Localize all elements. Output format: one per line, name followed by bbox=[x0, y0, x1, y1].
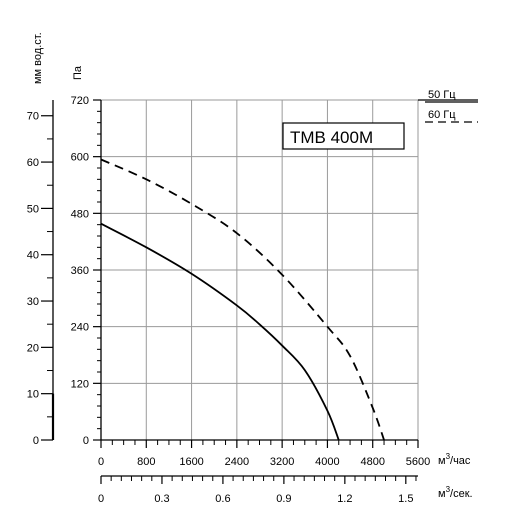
y-tick-label: 480 bbox=[71, 208, 89, 220]
y2-tick-label: 70 bbox=[27, 111, 39, 123]
grid bbox=[101, 99, 419, 440]
model-label-box: TMB 400M bbox=[282, 122, 405, 150]
y2-tick-label: 60 bbox=[27, 157, 39, 169]
y-tick-label: 720 bbox=[71, 95, 89, 107]
x-tick-label: 800 bbox=[137, 456, 155, 468]
y-tick-label: 240 bbox=[71, 322, 89, 334]
y-tick-label: 0 bbox=[83, 435, 89, 447]
y-axis-label: Па bbox=[72, 65, 84, 80]
y2-tick-label: 30 bbox=[27, 296, 39, 308]
x2-tick-label: 1.2 bbox=[337, 493, 352, 505]
chart-title: TMB 400M bbox=[290, 128, 373, 147]
y2-tick-label: 10 bbox=[27, 389, 39, 401]
x2-tick-label: 0.3 bbox=[154, 493, 169, 505]
x2-tick-label: 0 bbox=[98, 493, 104, 505]
x2-tick-label: 1.5 bbox=[398, 493, 413, 505]
y2-axis-label: мм вод.ст. bbox=[32, 32, 44, 84]
y2-tick-label: 20 bbox=[27, 342, 39, 354]
series bbox=[100, 158, 385, 441]
x-tick-label: 3200 bbox=[270, 456, 294, 468]
y-tick-label: 360 bbox=[71, 265, 89, 277]
x-tick-label: 0 bbox=[98, 456, 104, 468]
x-tick-label: 4800 bbox=[360, 456, 384, 468]
x2-axis-label: м3/сек. bbox=[438, 485, 473, 500]
legend-label-50hz: 50 Гц bbox=[428, 89, 456, 101]
y2-tick-label: 0 bbox=[33, 435, 39, 447]
x-tick-label: 1600 bbox=[179, 456, 203, 468]
x2-tick-label: 0.9 bbox=[276, 493, 291, 505]
series-line-60hz bbox=[100, 158, 385, 441]
x-axis-label: м3/час bbox=[438, 452, 471, 467]
y-tick-label: 120 bbox=[71, 378, 89, 390]
y2-tick-label: 40 bbox=[27, 250, 39, 262]
legend-label-60hz: 60 Гц bbox=[428, 109, 456, 121]
x-tick-label: 2400 bbox=[225, 456, 249, 468]
legend: 50 Гц 60 Гц bbox=[425, 89, 478, 123]
axes: 0 120 240 360 480 600 720 0 10 20 30 40 50 60 70 0 800 16… bbox=[27, 95, 478, 505]
x-tick-label: 5600 bbox=[406, 456, 430, 468]
x2-tick-label: 0.6 bbox=[215, 493, 230, 505]
y-tick-label: 600 bbox=[71, 152, 89, 164]
x-tick-label: 4000 bbox=[315, 456, 339, 468]
series-line-50hz bbox=[100, 222, 340, 441]
y2-tick-label: 50 bbox=[27, 203, 39, 215]
